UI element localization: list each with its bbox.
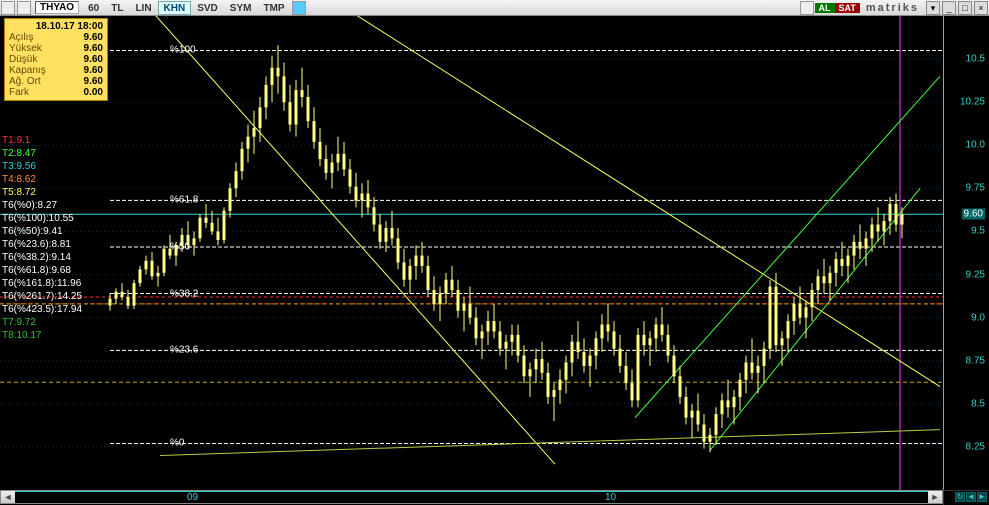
nav-prev-icon[interactable]: ◄	[966, 492, 976, 502]
maximize-button[interactable]: □	[958, 1, 972, 15]
time-label: 09	[187, 492, 198, 503]
ohlc-box: 18.10.17 18:00 Açılış9.60Yüksek9.60Düşük…	[4, 18, 108, 101]
y-tick: 9.0	[971, 312, 985, 323]
main-area: 18.10.17 18:00 Açılış9.60Yüksek9.60Düşük…	[0, 16, 989, 490]
mode-tmp[interactable]: TMP	[257, 1, 290, 15]
al-button[interactable]: AL	[815, 3, 835, 13]
toolbar: THYAO 60 TL LIN KHN SVD SYM TMP AL SAT m…	[0, 0, 989, 16]
ohlc-row: Fark0.00	[9, 87, 103, 98]
fib-label: %23.6	[170, 345, 198, 356]
twitter-icon[interactable]	[292, 1, 306, 15]
indicator-line: T8:10.17	[2, 329, 82, 342]
y-current: 9.60	[962, 209, 985, 220]
y-tick: 8.25	[966, 441, 985, 452]
ohlc-row: Kapanış9.60	[9, 65, 103, 76]
sat-button[interactable]: SAT	[835, 3, 860, 13]
indicator-line: T1:9.1	[2, 134, 82, 147]
indicator-line: T6(%423.5):17.94	[2, 303, 82, 316]
indicator-line: T6(%100):10.55	[2, 212, 82, 225]
fib-label: %0	[170, 438, 184, 449]
mode-tl[interactable]: TL	[105, 1, 129, 15]
chart-area[interactable]: 18.10.17 18:00 Açılış9.60Yüksek9.60Düşük…	[0, 16, 943, 490]
dropdown-button[interactable]: ▾	[926, 1, 940, 15]
brand-logo: matriks	[860, 2, 925, 14]
time-axis: 09 10	[15, 491, 928, 503]
period-button[interactable]: 60	[82, 1, 105, 15]
app-icon	[1, 1, 15, 15]
y-tick: 8.5	[971, 398, 985, 409]
refresh-icon[interactable]: ↻	[955, 492, 965, 502]
fib-label: %38.2	[170, 288, 198, 299]
mode-svd[interactable]: SVD	[191, 1, 224, 15]
time-label: 10	[605, 492, 616, 503]
indicator-line: T6(%0):8.27	[2, 199, 82, 212]
ohlc-datetime: 18.10.17 18:00	[9, 21, 103, 32]
indicator-line: T7:9.72	[2, 316, 82, 329]
fib-label: %61.8	[170, 195, 198, 206]
mode-lin[interactable]: LIN	[129, 1, 157, 15]
indicator-line: T6(%161.8):11.96	[2, 277, 82, 290]
nav-corner: ↻ ◄ ►	[943, 490, 989, 505]
y-tick: 8.75	[966, 355, 985, 366]
ohlc-row: Açılış9.60	[9, 32, 103, 43]
indicator-line: T6(%261.7):14.25	[2, 290, 82, 303]
symbol-field[interactable]: THYAO	[35, 1, 79, 14]
indicator-panel: T1:9.1T2:8.47T3:9.56T4:8.62T5:8.72T6(%0)…	[2, 134, 82, 342]
app-icon-2	[17, 1, 31, 15]
y-tick: 10.25	[960, 97, 985, 108]
scroll-right-icon[interactable]: ►	[928, 492, 942, 502]
indicator-line: T6(%23.6):8.81	[2, 238, 82, 251]
ohlc-row: Düşük9.60	[9, 54, 103, 65]
scroll-left-icon[interactable]: ◄	[1, 492, 15, 502]
indicator-line: T6(%50):9.41	[2, 225, 82, 238]
y-tick: 9.25	[966, 269, 985, 280]
y-tick: 10.0	[966, 140, 985, 151]
indicator-line: T4:8.62	[2, 173, 82, 186]
indicator-line: T5:8.72	[2, 186, 82, 199]
indicator-line: T2:8.47	[2, 147, 82, 160]
y-axis: 10.5 10.25 10.0 9.75 9.5 9.25 9.0 8.75 8.5 8.25 9.…	[943, 16, 989, 490]
indicator-line: T3:9.56	[2, 160, 82, 173]
bottom-bar: ◄ 09 10 ► ↻ ◄ ►	[0, 490, 989, 505]
fib-label: %50	[170, 241, 190, 252]
ohlc-row: Ağ. Ort9.60	[9, 76, 103, 87]
indicator-line: T6(%38.2):9.14	[2, 251, 82, 264]
fib-label: %100	[170, 45, 196, 56]
horizontal-scrollbar[interactable]: ◄ 09 10 ►	[0, 490, 943, 504]
plot-svg	[0, 16, 943, 490]
y-tick: 9.75	[966, 183, 985, 194]
mode-sym[interactable]: SYM	[224, 1, 258, 15]
y-tick: 10.5	[966, 54, 985, 65]
indicator-line: T6(%61.8):9.68	[2, 264, 82, 277]
mode-khn[interactable]: KHN	[158, 1, 192, 15]
ohlc-row: Yüksek9.60	[9, 43, 103, 54]
y-tick: 9.5	[971, 226, 985, 237]
scroll-track[interactable]: 09 10	[15, 491, 928, 503]
minimize-button[interactable]: _	[942, 1, 956, 15]
close-button[interactable]: ×	[974, 1, 988, 15]
nav-next-icon[interactable]: ►	[977, 492, 987, 502]
tool-icon[interactable]	[800, 1, 814, 15]
